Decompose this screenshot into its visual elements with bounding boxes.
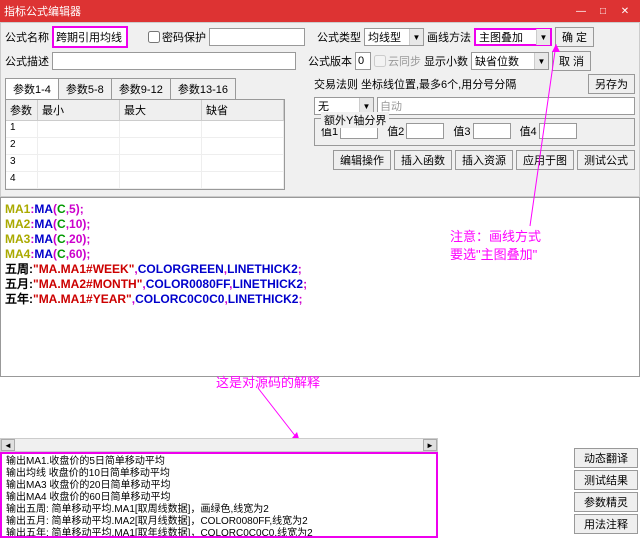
pwd-input[interactable] xyxy=(209,28,305,46)
usage-note-button[interactable]: 用法注释 xyxy=(574,514,638,534)
output-line: 输出均线 收盘价的10日简单移动平均 xyxy=(6,468,432,480)
param-col-max: 最大 xyxy=(120,100,202,120)
tab-params-5-8[interactable]: 参数5-8 xyxy=(58,78,112,99)
extra-y-fieldset: 额外Y轴分界 值1 值2 值3 值4 xyxy=(314,118,635,146)
param-row[interactable]: 2 xyxy=(6,138,284,155)
param-row[interactable]: 4 xyxy=(6,172,284,189)
form-area: 公式名称 密码保护 公式类型 均线型 ▼ 画线方法 主图叠加 ▼ 确 定 公式描… xyxy=(0,22,640,197)
desc-input[interactable] xyxy=(52,52,296,70)
output-line: 输出MA4 收盘价的60日简单移动平均 xyxy=(6,492,432,504)
val2-input[interactable] xyxy=(406,123,444,139)
apply-chart-button[interactable]: 应用于图 xyxy=(516,150,574,170)
name-input[interactable] xyxy=(54,28,126,46)
tab-params-13-16[interactable]: 参数13-16 xyxy=(170,78,236,99)
output-panel: 输出MA1.收盘价的5日简单移动平均 输出均线 收盘价的10日简单移动平均 输出… xyxy=(0,452,438,538)
test-formula-button[interactable]: 测试公式 xyxy=(577,150,635,170)
confirm-button[interactable]: 确 定 xyxy=(555,27,594,47)
test-result-button[interactable]: 测试结果 xyxy=(574,470,638,490)
chevron-down-icon: ▼ xyxy=(409,29,423,45)
name-label: 公式名称 xyxy=(5,29,49,45)
param-table: 参数 最小 最大 缺省 1 2 3 4 xyxy=(5,99,285,190)
output-line: 输出MA1.收盘价的5日简单移动平均 xyxy=(6,456,432,468)
output-line: 输出五周: 简单移动平均.MA1[取周线数据]，画绿色,线宽为2 xyxy=(6,504,432,516)
output-line: 输出五年: 简单移动平均.MA1[取年线数据]，COLORC0C0C0,线宽为2 xyxy=(6,528,432,538)
window-title: 指标公式编辑器 xyxy=(4,3,570,19)
param-col-default: 缺省 xyxy=(202,100,284,120)
pwd-protect-checkbox[interactable]: 密码保护 xyxy=(148,29,206,45)
edit-op-button[interactable]: 编辑操作 xyxy=(333,150,391,170)
horizontal-scrollbar[interactable]: ◄ ► xyxy=(0,438,438,452)
right-button-panel: 动态翻译 测试结果 参数精灵 用法注释 xyxy=(574,448,638,534)
param-col-min: 最小 xyxy=(38,100,120,120)
param-tabs: 参数1-4 参数5-8 参数9-12 参数13-16 xyxy=(5,78,287,99)
save-as-button[interactable]: 另存为 xyxy=(588,74,635,94)
insert-res-button[interactable]: 插入资源 xyxy=(455,150,513,170)
scroll-right-button[interactable]: ► xyxy=(423,439,437,451)
extra-y-legend: 额外Y轴分界 xyxy=(321,112,389,128)
cancel-button[interactable]: 取 消 xyxy=(552,51,591,71)
output-line: 输出MA3 收盘价的20日简单移动平均 xyxy=(6,480,432,492)
desc-label: 公式描述 xyxy=(5,53,49,69)
dynamic-translate-button[interactable]: 动态翻译 xyxy=(574,448,638,468)
type-select[interactable]: 均线型 ▼ xyxy=(364,28,424,46)
axis-label: 坐标线位置,最多6个,用分号分隔 xyxy=(361,76,585,92)
trade-rule-label: 交易法则 xyxy=(314,76,358,92)
chevron-down-icon: ▼ xyxy=(534,53,548,69)
version-input[interactable] xyxy=(355,52,371,70)
type-label: 公式类型 xyxy=(317,29,361,45)
scroll-left-button[interactable]: ◄ xyxy=(1,439,15,451)
pwd-protect-check[interactable] xyxy=(148,31,160,43)
cloud-sync-check xyxy=(374,55,386,67)
decimal-select[interactable]: 缺省位数 ▼ xyxy=(471,52,549,70)
output-line: 输出五月: 简单移动平均.MA2[取月线数据]，COLOR0080FF,线宽为2 xyxy=(6,516,432,528)
cloud-sync-checkbox: 云同步 xyxy=(374,53,421,69)
param-row[interactable]: 3 xyxy=(6,155,284,172)
close-button[interactable]: ✕ xyxy=(614,3,636,19)
tab-params-9-12[interactable]: 参数9-12 xyxy=(111,78,171,99)
titlebar: 指标公式编辑器 — □ ✕ xyxy=(0,0,640,22)
minimize-button[interactable]: — xyxy=(570,3,592,19)
line-method-label: 画线方法 xyxy=(427,29,471,45)
code-editor[interactable]: MA1:MA(C,5); MA2:MA(C,10); MA3:MA(C,20);… xyxy=(0,197,640,377)
decimal-label: 显示小数 xyxy=(424,53,468,69)
version-label: 公式版本 xyxy=(308,53,352,69)
val3-input[interactable] xyxy=(473,123,511,139)
param-row[interactable]: 1 xyxy=(6,121,284,138)
val4-input[interactable] xyxy=(539,123,577,139)
insert-func-button[interactable]: 插入函数 xyxy=(394,150,452,170)
line-method-select[interactable]: 主图叠加 ▼ xyxy=(474,28,552,46)
auto-input[interactable] xyxy=(377,97,635,115)
maximize-button[interactable]: □ xyxy=(592,3,614,19)
param-wizard-button[interactable]: 参数精灵 xyxy=(574,492,638,512)
tab-params-1-4[interactable]: 参数1-4 xyxy=(5,78,59,99)
chevron-down-icon: ▼ xyxy=(536,29,550,45)
param-col-name: 参数 xyxy=(6,100,38,120)
